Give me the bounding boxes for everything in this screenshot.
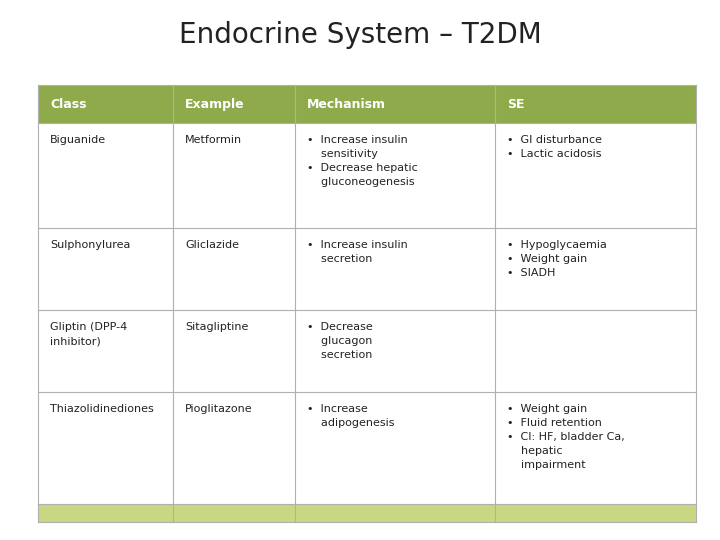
Text: Gliptin (DPP-4
inhibitor): Gliptin (DPP-4 inhibitor) [50,322,127,346]
Text: •  Increase
    adipogenesis: • Increase adipogenesis [307,404,394,428]
Text: Sitagliptine: Sitagliptine [185,322,248,332]
Text: •  Hypoglycaemia
•  Weight gain
•  SIADH: • Hypoglycaemia • Weight gain • SIADH [508,240,607,278]
Text: •  GI disturbance
•  Lactic acidosis: • GI disturbance • Lactic acidosis [508,135,603,159]
Text: Class: Class [50,98,86,111]
Text: •  Increase insulin
    sensitivity
•  Decrease hepatic
    gluconeogenesis: • Increase insulin sensitivity • Decreas… [307,135,418,187]
Bar [38,310,696,392]
Text: Biguanide: Biguanide [50,135,106,145]
Text: Metformin: Metformin [185,135,242,145]
Text: •  Increase insulin
    secretion: • Increase insulin secretion [307,240,408,264]
Text: Thiazolidinediones: Thiazolidinediones [50,404,154,414]
Bar [38,228,696,310]
Text: •  Decrease
    glucagon
    secretion: • Decrease glucagon secretion [307,322,372,360]
Text: Example: Example [185,98,245,111]
Bar [38,504,696,522]
Text: Gliclazide: Gliclazide [185,240,239,250]
Bar [38,123,696,228]
Text: •  Weight gain
•  Fluid retention
•  CI: HF, bladder Ca,
    hepatic
    impairm: • Weight gain • Fluid retention • CI: HF… [508,404,625,470]
Text: SE: SE [508,98,525,111]
Text: Pioglitazone: Pioglitazone [185,404,253,414]
Text: Mechanism: Mechanism [307,98,386,111]
Bar [38,85,696,123]
Text: Sulphonylurea: Sulphonylurea [50,240,130,250]
Text: Endocrine System – T2DM: Endocrine System – T2DM [179,21,541,49]
Bar [38,392,696,504]
